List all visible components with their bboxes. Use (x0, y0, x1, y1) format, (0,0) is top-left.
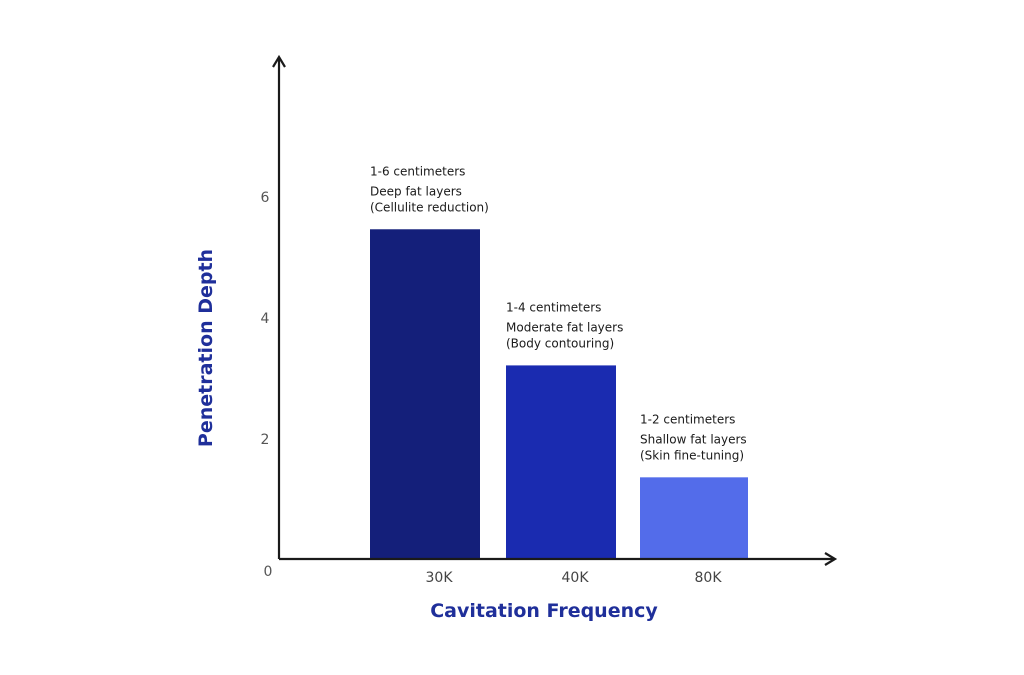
bar-annotation-30K-line-3: (Cellulite reduction) (370, 200, 489, 214)
bars-group (370, 229, 748, 559)
x-axis-title: Cavitation Frequency (430, 600, 658, 622)
x-ticks-group: 30K 40K 80K (426, 570, 723, 586)
y-tick-label-2: 2 (261, 432, 270, 448)
x-tick-label-80K: 80K (695, 570, 723, 586)
y-tick-label-0: 0 (264, 564, 273, 580)
y-tick-label-4: 4 (261, 311, 270, 327)
bar-annotation-80K-line-1: 1-2 centimeters (640, 412, 735, 426)
bar-40K (506, 365, 616, 559)
bar-annotation-40K-line-1: 1-4 centimeters (506, 300, 601, 314)
annotations-group: 1-6 centimeters Deep fat layers (Cellulite… (370, 164, 747, 462)
y-axis-title: Penetration Depth (195, 249, 217, 447)
bar-annotation-80K-line-2: Shallow fat layers (640, 432, 747, 446)
x-tick-label-40K: 40K (562, 570, 590, 586)
bar-30K (370, 229, 480, 559)
bar-annotation-40K-line-3: (Body contouring) (506, 336, 614, 350)
bar-annotation-30K-line-2: Deep fat layers (370, 184, 462, 198)
y-ticks-group: 0 2 4 6 (261, 190, 273, 580)
bar-annotation-40K-line-2: Moderate fat layers (506, 320, 623, 334)
bar-80K (640, 477, 748, 559)
bar-annotation-30K-line-1: 1-6 centimeters (370, 164, 465, 178)
y-tick-label-6: 6 (261, 190, 270, 206)
bar-annotation-80K-line-3: (Skin fine-tuning) (640, 448, 744, 462)
x-tick-label-30K: 30K (426, 570, 454, 586)
